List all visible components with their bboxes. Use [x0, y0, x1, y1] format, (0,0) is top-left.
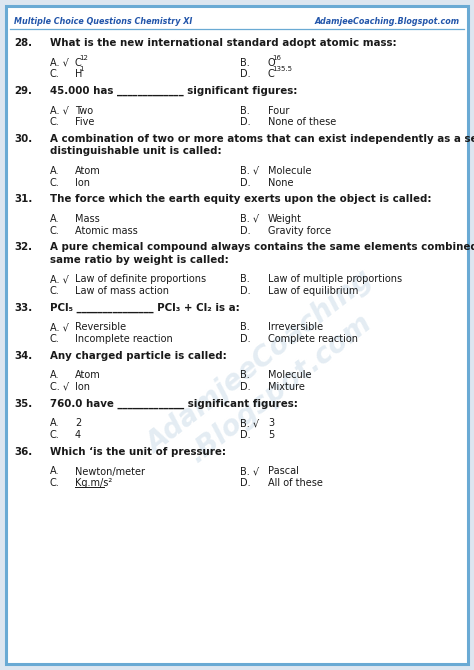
- Text: Ion: Ion: [75, 178, 90, 188]
- Text: D.: D.: [240, 178, 251, 188]
- Text: 12: 12: [79, 54, 88, 60]
- Text: C: C: [268, 69, 275, 79]
- Text: Atom: Atom: [75, 371, 101, 381]
- Text: Which ‘is the unit of pressure:: Which ‘is the unit of pressure:: [50, 447, 226, 457]
- Text: 29.: 29.: [14, 86, 32, 96]
- Text: D.: D.: [240, 334, 251, 344]
- Text: Mixture: Mixture: [268, 382, 305, 392]
- Text: C.: C.: [50, 286, 60, 296]
- Text: Weight: Weight: [268, 214, 302, 224]
- Text: Irreversible: Irreversible: [268, 322, 323, 332]
- Text: Multiple Choice Questions Chemistry XI: Multiple Choice Questions Chemistry XI: [14, 17, 192, 25]
- Text: A.: A.: [50, 166, 60, 176]
- Text: C.: C.: [50, 478, 60, 488]
- Text: B. √: B. √: [240, 419, 259, 429]
- Text: Law of definite proportions: Law of definite proportions: [75, 275, 206, 285]
- Text: D.: D.: [240, 382, 251, 392]
- Text: H: H: [75, 69, 82, 79]
- Text: Ion: Ion: [75, 382, 90, 392]
- Text: Law of equilibrium: Law of equilibrium: [268, 286, 358, 296]
- Text: Gravity force: Gravity force: [268, 226, 331, 235]
- Text: A combination of two or more atoms that can exist independently as a separate: A combination of two or more atoms that …: [50, 134, 474, 144]
- Text: 135.5: 135.5: [272, 66, 292, 72]
- Text: C.: C.: [50, 117, 60, 127]
- Text: B.: B.: [240, 58, 250, 68]
- Text: The force which the earth equity exerts upon the object is called:: The force which the earth equity exerts …: [50, 194, 431, 204]
- Text: Law of mass action: Law of mass action: [75, 286, 169, 296]
- Text: O: O: [268, 58, 275, 68]
- Text: C: C: [75, 58, 82, 68]
- Text: A. √: A. √: [50, 322, 69, 332]
- Text: B. √: B. √: [240, 214, 259, 224]
- Text: A. √: A. √: [50, 275, 69, 285]
- Text: C.: C.: [50, 69, 60, 79]
- Text: A pure chemical compound always contains the same elements combined in the: A pure chemical compound always contains…: [50, 243, 474, 253]
- Text: B. √: B. √: [240, 466, 259, 476]
- Text: D.: D.: [240, 478, 251, 488]
- Text: B.: B.: [240, 275, 250, 285]
- Text: C. √: C. √: [50, 382, 69, 392]
- Text: B.: B.: [240, 105, 250, 115]
- Text: Molecule: Molecule: [268, 166, 311, 176]
- Text: A.: A.: [50, 466, 60, 476]
- Text: AdamjeeCoaching.Blogspot.com: AdamjeeCoaching.Blogspot.com: [315, 17, 460, 25]
- Text: B.: B.: [240, 371, 250, 381]
- Text: Law of multiple proportions: Law of multiple proportions: [268, 275, 402, 285]
- Text: None: None: [268, 178, 293, 188]
- Text: What is the new international standard adopt atomic mass:: What is the new international standard a…: [50, 38, 397, 48]
- Text: Pascal: Pascal: [268, 466, 299, 476]
- Text: same ratio by weight is called:: same ratio by weight is called:: [50, 255, 229, 265]
- Text: D.: D.: [240, 69, 251, 79]
- Text: A.: A.: [50, 371, 60, 381]
- Text: 4: 4: [75, 430, 81, 440]
- Text: D.: D.: [240, 430, 251, 440]
- Text: 1: 1: [79, 66, 84, 72]
- Text: 31.: 31.: [14, 194, 32, 204]
- Text: Molecule: Molecule: [268, 371, 311, 381]
- Text: 760.0 have _____________ significant figures:: 760.0 have _____________ significant fig…: [50, 399, 298, 409]
- Text: D.: D.: [240, 286, 251, 296]
- Text: 36.: 36.: [14, 447, 32, 457]
- Text: 34.: 34.: [14, 351, 32, 361]
- Text: B.: B.: [240, 322, 250, 332]
- Text: Atomic mass: Atomic mass: [75, 226, 138, 235]
- Text: D.: D.: [240, 226, 251, 235]
- Text: Reversible: Reversible: [75, 322, 126, 332]
- Text: 3: 3: [268, 419, 274, 429]
- Text: 30.: 30.: [14, 134, 32, 144]
- Text: Mass: Mass: [75, 214, 100, 224]
- Text: Five: Five: [75, 117, 94, 127]
- Text: C.: C.: [50, 430, 60, 440]
- Text: 16: 16: [272, 54, 281, 60]
- Text: 45.000 has _____________ significant figures:: 45.000 has _____________ significant fig…: [50, 86, 297, 96]
- Text: A. √: A. √: [50, 58, 69, 68]
- Text: 35.: 35.: [14, 399, 32, 409]
- Text: D.: D.: [240, 117, 251, 127]
- Text: Any charged particle is called:: Any charged particle is called:: [50, 351, 227, 361]
- Text: Complete reaction: Complete reaction: [268, 334, 358, 344]
- Text: 33.: 33.: [14, 303, 32, 313]
- Text: None of these: None of these: [268, 117, 336, 127]
- Text: Newton/meter: Newton/meter: [75, 466, 145, 476]
- Text: Incomplete reaction: Incomplete reaction: [75, 334, 173, 344]
- Text: 2: 2: [75, 419, 81, 429]
- Text: 28.: 28.: [14, 38, 32, 48]
- Text: Two: Two: [75, 105, 93, 115]
- Text: A.: A.: [50, 214, 60, 224]
- Text: B. √: B. √: [240, 166, 259, 176]
- Text: C.: C.: [50, 226, 60, 235]
- Text: 32.: 32.: [14, 243, 32, 253]
- Text: A. √: A. √: [50, 105, 69, 115]
- Text: C.: C.: [50, 334, 60, 344]
- Text: All of these: All of these: [268, 478, 323, 488]
- Text: Atom: Atom: [75, 166, 101, 176]
- Text: distinguishable unit is called:: distinguishable unit is called:: [50, 147, 222, 157]
- Text: Four: Four: [268, 105, 289, 115]
- Text: AdamjeeCoaching
.Blogspot.com: AdamjeeCoaching .Blogspot.com: [141, 265, 399, 484]
- Text: 5: 5: [268, 430, 274, 440]
- Text: Kg.m/s²: Kg.m/s²: [75, 478, 112, 488]
- Text: A.: A.: [50, 419, 60, 429]
- Text: C.: C.: [50, 178, 60, 188]
- Text: PCl₅ _______________ PCl₃ + Cl₂ is a:: PCl₅ _______________ PCl₃ + Cl₂ is a:: [50, 303, 240, 314]
